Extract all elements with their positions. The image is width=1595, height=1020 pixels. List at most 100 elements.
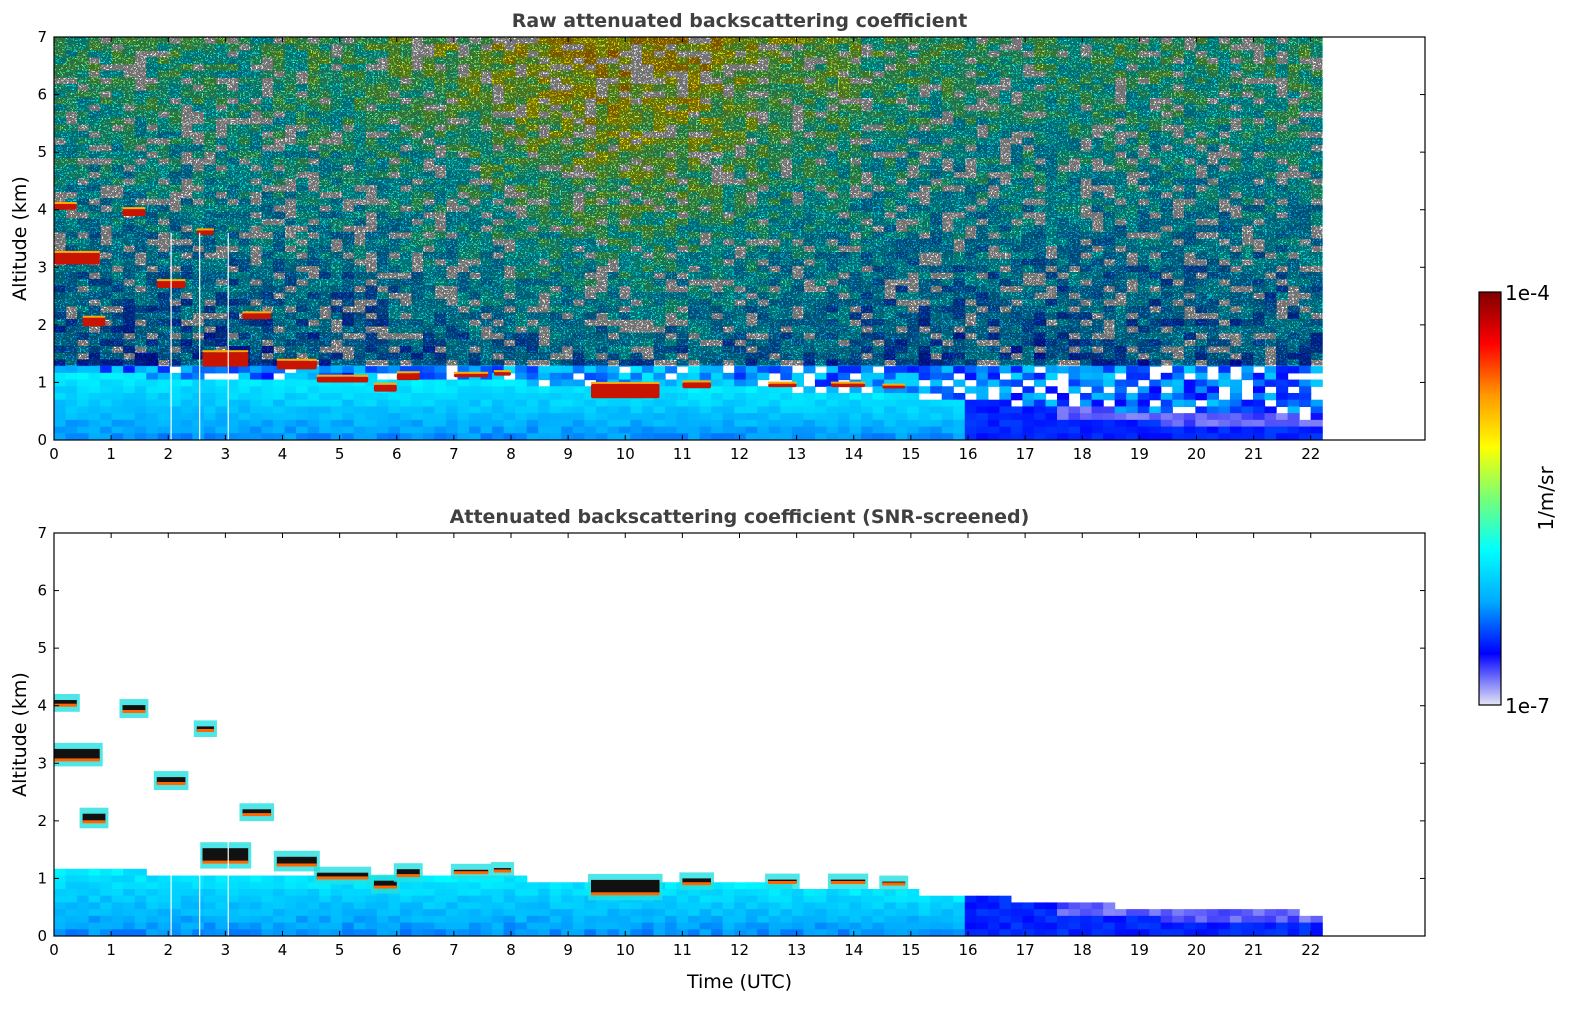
field-cell bbox=[1218, 379, 1231, 387]
field-cell bbox=[77, 399, 90, 408]
field-cell bbox=[1033, 413, 1047, 421]
field-cell bbox=[469, 379, 482, 387]
field-cell bbox=[54, 386, 67, 394]
field-cell bbox=[987, 406, 1000, 414]
field-cell bbox=[595, 399, 608, 408]
field-cell bbox=[492, 379, 505, 387]
field-cell bbox=[330, 433, 343, 440]
field-cell bbox=[688, 366, 701, 374]
field-cell bbox=[503, 426, 516, 434]
field-cell bbox=[492, 413, 505, 421]
field-cell bbox=[907, 386, 920, 394]
field-cell bbox=[1080, 413, 1093, 421]
top-panel-title: Raw attenuated backscattering coefficien… bbox=[512, 10, 968, 32]
field-cell bbox=[884, 366, 897, 374]
field-cell bbox=[549, 426, 562, 434]
field-cell bbox=[1137, 426, 1150, 434]
field-cell bbox=[745, 419, 758, 428]
field-cell bbox=[1206, 379, 1220, 387]
field-cell bbox=[676, 419, 689, 428]
field-cell bbox=[445, 392, 459, 401]
field-cell bbox=[1080, 406, 1093, 414]
field-cell bbox=[688, 399, 701, 408]
field-cell bbox=[999, 399, 1012, 408]
field-cell bbox=[342, 406, 355, 414]
field-cell bbox=[872, 372, 885, 381]
field-cell bbox=[757, 399, 770, 408]
field-cell bbox=[388, 419, 401, 428]
field-cell bbox=[284, 433, 297, 440]
field-cell bbox=[330, 386, 343, 394]
field-cell bbox=[353, 413, 366, 421]
field-cell bbox=[653, 413, 666, 421]
field-cell bbox=[157, 426, 170, 434]
field-cell bbox=[330, 392, 343, 401]
field-cell bbox=[1057, 366, 1070, 374]
field-cell bbox=[803, 392, 816, 401]
field-cell bbox=[353, 392, 366, 401]
field-cell bbox=[1149, 419, 1162, 428]
field-cell bbox=[1218, 399, 1231, 408]
field-cell bbox=[434, 392, 447, 401]
field-cell bbox=[192, 426, 205, 434]
field-cell bbox=[1160, 372, 1173, 381]
field-cell bbox=[538, 399, 551, 408]
field-cell bbox=[365, 366, 378, 374]
field-cell bbox=[814, 433, 828, 440]
field-cell bbox=[561, 433, 574, 440]
field-cell bbox=[376, 433, 389, 440]
field-cell bbox=[457, 399, 470, 408]
field-cell bbox=[180, 419, 193, 428]
field-cell bbox=[826, 399, 839, 408]
field-cell bbox=[1033, 433, 1047, 440]
field-cell bbox=[388, 392, 401, 401]
field-cell bbox=[780, 386, 793, 394]
field-cell bbox=[1126, 433, 1139, 440]
field-cell bbox=[215, 406, 228, 414]
field-cell bbox=[157, 433, 170, 440]
field-cell bbox=[572, 379, 585, 387]
field-cell bbox=[307, 372, 320, 381]
field-cell bbox=[1068, 406, 1081, 414]
field-cell bbox=[688, 406, 701, 414]
field-cell bbox=[134, 399, 147, 408]
field-cell bbox=[515, 406, 528, 414]
field-cell bbox=[907, 406, 920, 414]
field-cell bbox=[584, 419, 597, 428]
field-cell bbox=[376, 366, 389, 374]
field-cell bbox=[987, 366, 1000, 374]
field-cell bbox=[607, 399, 620, 408]
field-cell bbox=[538, 366, 551, 374]
field-cell bbox=[1183, 366, 1196, 374]
field-cell bbox=[203, 379, 217, 387]
field-cell bbox=[595, 406, 608, 414]
field-cell bbox=[134, 366, 147, 374]
field-cell bbox=[180, 406, 193, 414]
field-cell bbox=[1229, 413, 1243, 421]
field-cell bbox=[1160, 433, 1173, 440]
field-cell bbox=[976, 406, 989, 414]
field-cell bbox=[261, 426, 274, 434]
field-cell bbox=[422, 399, 436, 408]
field-cell bbox=[342, 386, 355, 394]
field-cell bbox=[711, 379, 724, 387]
field-cell bbox=[1183, 379, 1196, 387]
field-cell bbox=[1218, 419, 1231, 428]
field-cell bbox=[584, 406, 597, 414]
field-cell bbox=[411, 426, 424, 434]
field-cell bbox=[814, 379, 828, 387]
field-cell bbox=[1057, 406, 1070, 414]
field-cell bbox=[607, 419, 620, 428]
field-cell bbox=[1010, 379, 1024, 387]
top-panel: Raw attenuated backscattering coefficien… bbox=[9, 10, 1426, 463]
field-cell bbox=[826, 426, 839, 434]
field-cell bbox=[964, 433, 977, 440]
field-cell bbox=[515, 372, 528, 381]
field-cell bbox=[203, 413, 217, 421]
field-cell bbox=[376, 413, 389, 421]
field-cell bbox=[1114, 419, 1127, 428]
field-cell bbox=[1172, 386, 1185, 394]
field-cell bbox=[849, 426, 862, 434]
field-cell bbox=[653, 399, 666, 408]
field-cell bbox=[884, 372, 897, 381]
